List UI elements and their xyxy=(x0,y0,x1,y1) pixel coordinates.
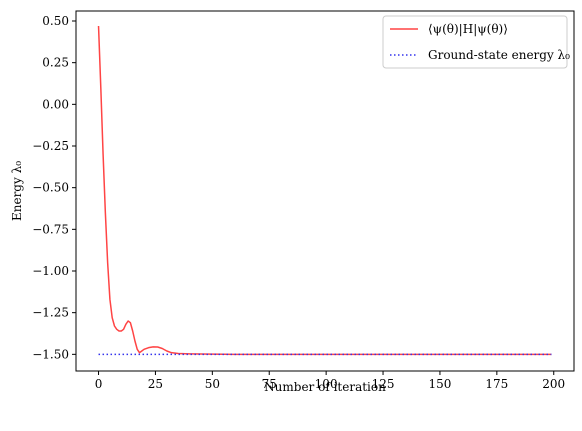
legend: ⟨ψ(θ)|H|ψ(θ)⟩ Ground-state energy λ₀ xyxy=(382,15,570,69)
y-tick-label: −0.25 xyxy=(32,139,69,153)
y-tick-label: −0.75 xyxy=(32,222,69,236)
x-tick-label: 200 xyxy=(542,377,565,391)
y-tick-label: −1.00 xyxy=(32,264,69,278)
y-axis-label: Energy λ₀ xyxy=(10,161,24,221)
x-tick-label: 150 xyxy=(428,377,451,391)
y-tick-label: −1.25 xyxy=(32,306,69,320)
x-axis-label: Number of iteration xyxy=(264,380,386,394)
y-axis-ticks: 0.50 0.25 0.00 −0.25 −0.50 −0.75 −1.00 −1.25 −1.… xyxy=(32,14,76,361)
y-tick-label: 0.25 xyxy=(42,56,69,70)
series-line-1 xyxy=(97,25,552,356)
y-tick-label: −1.50 xyxy=(32,347,69,361)
x-tick-label: 100 xyxy=(315,377,338,391)
x-tick-label: 0 xyxy=(95,377,103,391)
x-tick-label: 25 xyxy=(148,377,163,391)
x-tick-label: 125 xyxy=(372,377,395,391)
x-tick-label: 75 xyxy=(262,377,277,391)
series-layer xyxy=(97,25,552,356)
legend-frame xyxy=(382,15,568,69)
plot-area-frame xyxy=(75,10,575,372)
x-tick-label: 50 xyxy=(205,377,220,391)
legend-label-series-2: Ground-state energy λ₀ xyxy=(428,48,570,62)
x-tick-label: 175 xyxy=(485,377,508,391)
x-axis-ticks: 0 25 50 75 100 125 150 175 200 xyxy=(95,371,565,391)
legend-label-series-1: ⟨ψ(θ)|H|ψ(θ)⟩ xyxy=(428,22,508,36)
y-tick-label: 0.00 xyxy=(42,97,69,111)
y-tick-label: −0.50 xyxy=(32,181,69,195)
y-tick-label: 0.50 xyxy=(42,14,69,28)
